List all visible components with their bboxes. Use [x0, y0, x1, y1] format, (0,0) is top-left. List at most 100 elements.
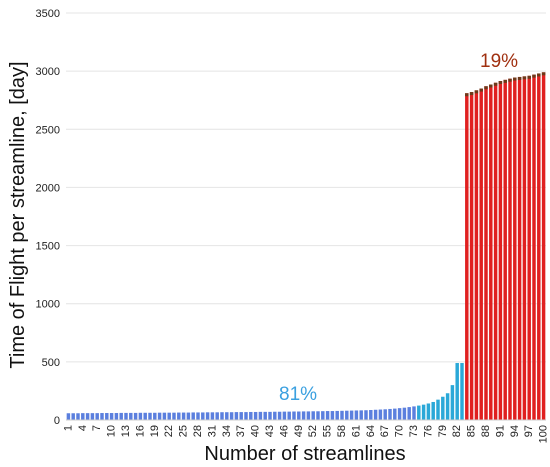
x-axis-title: Number of streamlines [204, 443, 405, 465]
bar [316, 411, 320, 420]
bar [330, 411, 335, 420]
bar [273, 411, 277, 420]
bar [532, 74, 536, 420]
bar [157, 412, 162, 420]
bar [85, 413, 90, 420]
x-tick-label: 37 [235, 425, 247, 437]
bar [311, 411, 315, 420]
x-tick-label: 85 [466, 425, 478, 437]
bar [306, 411, 311, 420]
x-tick-label: 25 [178, 425, 190, 437]
bar [167, 412, 171, 420]
bar [321, 411, 325, 420]
bar-cap [527, 75, 531, 79]
bar [359, 410, 363, 420]
bar [460, 363, 464, 420]
bar [373, 409, 378, 420]
bar [455, 363, 459, 420]
bar [143, 412, 147, 420]
bar [388, 408, 392, 420]
bar [114, 413, 119, 420]
x-tick-label: 61 [350, 425, 362, 437]
bars [66, 72, 546, 421]
bar-cap [508, 78, 512, 82]
y-axis-title: Time of Flight per streamline, [day] [7, 61, 29, 368]
bar [153, 412, 157, 420]
x-tick-label: 34 [221, 425, 233, 437]
bar [124, 412, 128, 420]
bar [493, 82, 498, 421]
y-tick-label: 500 [42, 357, 60, 369]
bar [71, 413, 75, 420]
bar [205, 412, 210, 420]
y-tick-label: 3500 [36, 8, 60, 20]
x-tick-label: 67 [379, 425, 391, 437]
bar-cap [469, 92, 474, 96]
bar [402, 407, 407, 420]
bar [479, 88, 483, 420]
x-tick-label: 19 [149, 425, 161, 437]
bar [292, 411, 296, 420]
x-tick-label: 4 [77, 425, 89, 431]
x-tick-label: 58 [336, 425, 348, 437]
bar [186, 412, 191, 420]
bar-cap [541, 72, 546, 76]
bar [465, 93, 469, 420]
bar [225, 412, 229, 420]
x-tick-label: 55 [322, 425, 334, 437]
bar [148, 412, 152, 420]
bar [129, 412, 133, 420]
bar [445, 393, 450, 420]
bar [513, 77, 517, 420]
bar [441, 396, 445, 420]
bar [253, 411, 258, 420]
y-tick-label: 1000 [36, 299, 60, 311]
bar [325, 411, 330, 420]
x-tick-label: 79 [437, 425, 449, 437]
x-tick-label: 49 [293, 425, 305, 437]
y-tick-label: 2000 [36, 182, 60, 194]
bar [76, 413, 80, 420]
bar [383, 409, 387, 420]
x-tick-label: 100 [538, 425, 550, 443]
x-tick-label: 52 [307, 425, 319, 437]
x-tick-label: 16 [134, 425, 146, 437]
bar [81, 413, 85, 420]
bar [450, 385, 455, 420]
x-axis-ticks: 1 4 7 10 13 16 19 22 25 28 31 34 37 40 43 46 49 52 55 58 61 6… [62, 425, 549, 443]
bar [287, 411, 291, 420]
x-tick-label: 1 [62, 425, 74, 431]
bar [537, 73, 541, 421]
bar [210, 412, 215, 420]
bar-cap [479, 88, 483, 92]
bar [191, 412, 195, 420]
bar [340, 410, 344, 420]
bar [397, 408, 402, 420]
y-axis-ticks: 0 500 1000 1500 2000 2500 3000 3500 [36, 8, 60, 427]
bar-cap [474, 90, 479, 94]
bar [196, 412, 200, 420]
y-tick-label: 2500 [36, 124, 60, 136]
x-tick-label: 73 [408, 425, 420, 437]
x-tick-label: 94 [509, 425, 521, 437]
bar [436, 399, 440, 420]
bar [100, 413, 104, 420]
bar [263, 411, 267, 420]
bar [297, 411, 301, 420]
bar [541, 72, 546, 420]
bar [282, 411, 287, 420]
x-tick-label: 82 [451, 425, 463, 437]
bar-cap [503, 79, 507, 83]
bar [105, 413, 109, 420]
bar [138, 412, 143, 420]
bar-cap [517, 76, 522, 80]
bar [364, 410, 368, 420]
x-tick-label: 40 [250, 425, 262, 437]
x-tick-label: 10 [106, 425, 118, 437]
bar-cap [513, 77, 517, 81]
x-tick-label: 22 [163, 425, 175, 437]
bar [90, 413, 95, 420]
bar [95, 413, 99, 420]
x-tick-label: 97 [523, 425, 535, 437]
grid-lines [66, 12, 546, 421]
